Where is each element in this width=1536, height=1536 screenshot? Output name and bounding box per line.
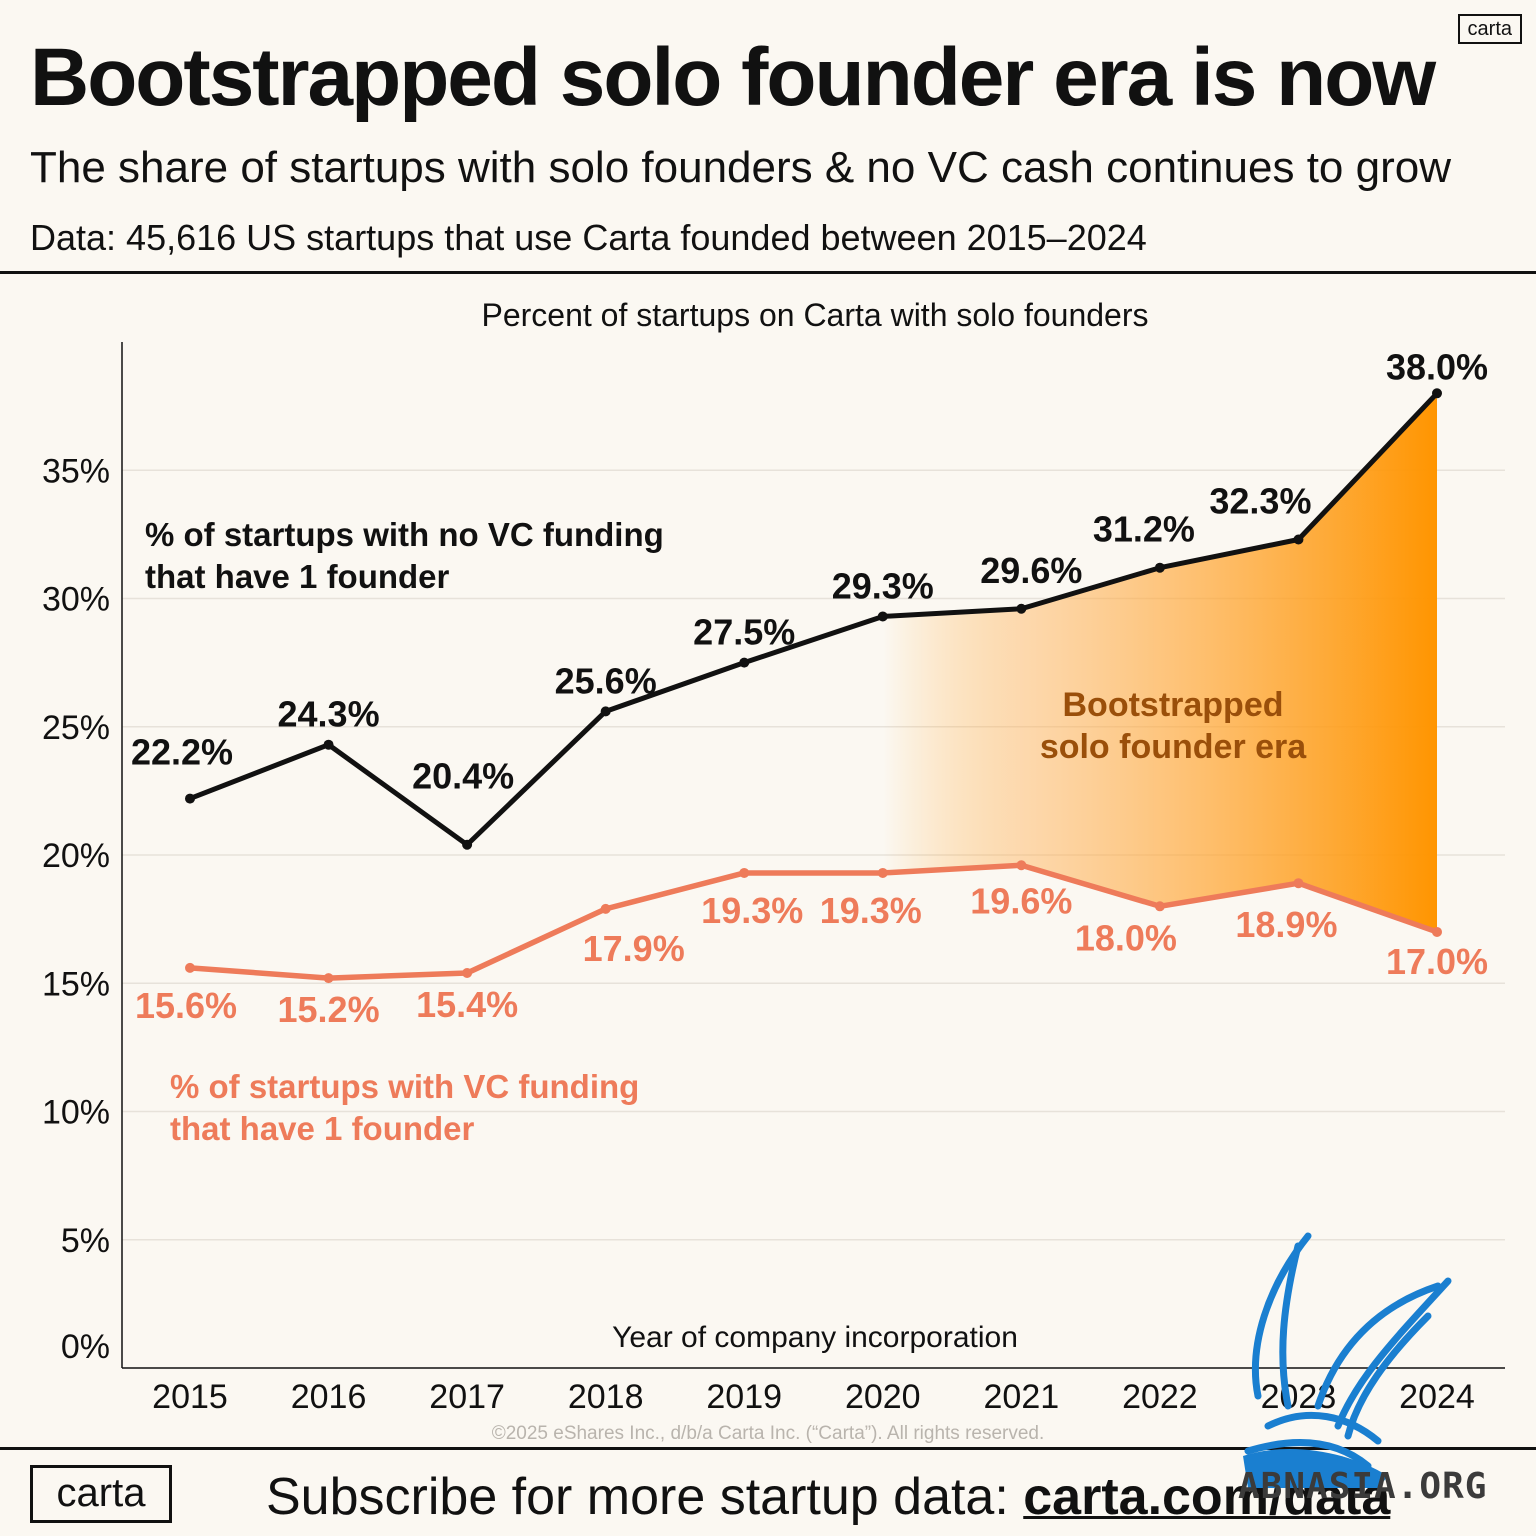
data-label: 18.0% (1075, 917, 1177, 958)
header-divider (0, 271, 1536, 274)
data-point (1154, 562, 1165, 573)
series-name-label: that have 1 founder (170, 1110, 475, 1147)
x-tick-label: 2024 (1399, 1378, 1475, 1416)
data-point (877, 867, 888, 878)
x-tick-label: 2015 (152, 1378, 228, 1416)
watermark-text: ABNASIA.ORG (1238, 1466, 1488, 1507)
y-tick-label: 25% (42, 709, 110, 747)
x-tick-label: 2017 (429, 1378, 505, 1416)
data-point (1432, 926, 1442, 937)
x-tick-label: 2020 (845, 1378, 921, 1416)
era-annotation: solo founder era (1040, 728, 1307, 766)
page-title: Bootstrapped solo founder era is now (30, 32, 1436, 123)
data-label: 31.2% (1093, 509, 1195, 550)
data-label: 24.3% (278, 694, 380, 735)
data-point (1432, 388, 1442, 399)
data-label: 29.6% (980, 550, 1082, 591)
x-tick-label: 2018 (568, 1378, 644, 1416)
series-line (189, 391, 1439, 848)
data-label: 27.5% (693, 612, 795, 653)
series-name-label: % of startups with VC funding (170, 1068, 639, 1105)
data-point (462, 839, 473, 850)
series-name-label: % of startups with no VC funding (145, 516, 664, 553)
solo-founder-line-chart: 0% 5% 10% 15% 20% 25% 30% 35% 2015 2016 2017 2018 20… (42, 297, 1505, 1444)
bootstrapped-era-area (882, 393, 1437, 932)
subscribe-text: Subscribe for more startup data: (266, 1468, 1024, 1526)
y-tick-label: 0% (61, 1328, 110, 1366)
data-label: 19.3% (701, 890, 803, 931)
copyright-note: ©2025 eShares Inc., d/b/a Carta Inc. (“C… (492, 1423, 1045, 1444)
carta-badge[interactable]: carta (1457, 14, 1522, 44)
data-point (185, 793, 195, 804)
x-tick-label: 2016 (291, 1378, 367, 1416)
data-label: 38.0% (1386, 346, 1488, 387)
data-label: 25.6% (555, 660, 657, 701)
data-label: 19.6% (970, 880, 1072, 921)
data-point (877, 611, 888, 622)
data-point (600, 706, 611, 717)
y-tick-label: 5% (61, 1222, 110, 1260)
data-point (462, 967, 473, 978)
data-label: 29.3% (832, 565, 934, 606)
data-point (185, 962, 195, 973)
y-tick-label: 35% (42, 452, 110, 490)
x-tick-label: 2022 (1122, 1378, 1198, 1416)
x-tick-label: 2021 (984, 1378, 1060, 1416)
data-label: 19.3% (820, 890, 922, 931)
data-point (1016, 603, 1027, 614)
data-label: 15.2% (278, 989, 380, 1030)
data-label: 17.9% (583, 928, 685, 969)
data-point (323, 973, 334, 984)
y-tick-label: 10% (42, 1094, 110, 1132)
data-label: 18.9% (1235, 904, 1337, 945)
data-point (323, 739, 334, 750)
data-label: 32.3% (1209, 481, 1311, 522)
chart-title: Percent of startups on Carta with solo f… (481, 297, 1148, 333)
data-point (739, 657, 750, 668)
era-annotation: Bootstrapped (1063, 686, 1284, 724)
data-point (1293, 878, 1304, 889)
data-source-note: Data: 45,616 US startups that use Carta … (30, 217, 1147, 258)
data-point (1154, 901, 1165, 912)
data-point (1293, 534, 1304, 545)
data-label: 15.6% (135, 985, 237, 1026)
data-label: 17.0% (1386, 941, 1488, 982)
data-label: 15.4% (416, 984, 518, 1025)
series-line (189, 862, 1438, 981)
x-axis-label: Year of company incorporation (612, 1321, 1018, 1354)
data-label: 20.4% (412, 756, 514, 797)
data-point (1016, 860, 1027, 871)
x-tick-label: 2019 (706, 1378, 782, 1416)
bird-icon (1243, 1232, 1452, 1488)
data-point (739, 867, 750, 878)
y-tick-label: 20% (42, 837, 110, 875)
footer-divider (0, 1447, 1536, 1450)
series-name-label: that have 1 founder (145, 558, 450, 595)
data-label: 22.2% (131, 732, 233, 773)
data-point (600, 903, 611, 914)
y-tick-label: 30% (42, 581, 110, 619)
y-tick-label: 15% (42, 965, 110, 1003)
carta-logo[interactable]: carta (30, 1465, 172, 1523)
page-subtitle: The share of startups with solo founders… (30, 143, 1451, 192)
